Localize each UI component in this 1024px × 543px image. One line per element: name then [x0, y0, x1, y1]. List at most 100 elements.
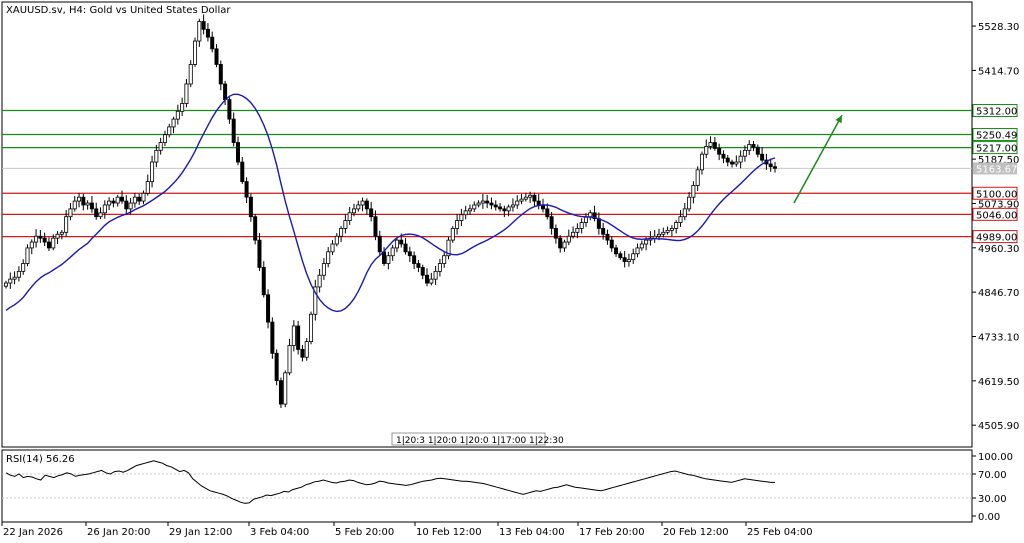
current-price-box: [973, 162, 1017, 175]
candle-body: [145, 181, 150, 194]
candle-body: [94, 208, 99, 218]
candle-body: [309, 313, 314, 343]
x-tick-label: 13 Feb 04:00: [499, 527, 565, 538]
trend-arrow-shaft: [793, 114, 843, 204]
x-tick-label: 3 Feb 04:00: [250, 527, 309, 538]
candle-body: [4, 282, 9, 287]
candle-body: [433, 270, 438, 280]
candle-body: [609, 239, 614, 249]
candle-body: [175, 110, 180, 120]
y-tick-label: 4733.10: [978, 332, 1019, 343]
candle-body: [467, 208, 472, 212]
candle-body: [768, 163, 773, 168]
candle-body: [34, 235, 39, 243]
candle-body: [446, 239, 451, 257]
level-label-box: [972, 141, 1018, 155]
candle-body: [545, 208, 550, 218]
candle-body: [137, 196, 142, 202]
candle-body: [386, 255, 391, 264]
x-tick-label: 22 Jan 2026: [3, 527, 63, 538]
candle-body: [579, 222, 584, 229]
candle-body: [562, 241, 567, 249]
candle-body: [300, 349, 305, 358]
candle-body: [369, 208, 374, 218]
candle-body: [8, 278, 13, 284]
moving-average-line: [5, 93, 776, 313]
x-tick-label: 29 Jan 12:00: [169, 527, 232, 538]
candle-body: [278, 380, 283, 405]
x-tick-label: 20 Feb 12:00: [663, 527, 729, 538]
candle-body: [773, 166, 778, 169]
candle-body: [334, 235, 339, 245]
candle-body: [158, 142, 163, 151]
candle-body: [364, 200, 369, 210]
candle-body: [339, 228, 344, 237]
level-label: 4989.00: [976, 233, 1017, 244]
candle-body: [420, 267, 425, 276]
rsi-tick-label: 0.00: [978, 512, 1000, 523]
candle-body: [601, 228, 606, 235]
y-tick-label: 4960.30: [978, 244, 1019, 255]
candle-body: [717, 147, 722, 155]
candle-body: [235, 142, 240, 163]
candle-body: [304, 341, 309, 358]
x-tick-label: 26 Jan 20:00: [87, 527, 150, 538]
candle-body: [678, 216, 683, 223]
candle-body: [588, 212, 593, 218]
candle-body: [665, 229, 670, 233]
candle-body: [77, 196, 82, 202]
candle-body: [274, 352, 279, 382]
candle-body: [21, 263, 26, 272]
candle-body: [558, 237, 563, 249]
y-tick-label: 5528.30: [978, 22, 1019, 33]
candle-body: [64, 216, 69, 233]
candle-body: [631, 253, 636, 261]
candle-body: [162, 134, 167, 143]
candle-body: [442, 255, 447, 264]
candle-body: [261, 267, 266, 296]
candle-body: [231, 118, 236, 143]
candle-body: [407, 251, 412, 257]
level-label-box: [972, 207, 1018, 221]
candle-body: [201, 21, 206, 30]
candle-body: [180, 103, 185, 112]
candle-body: [622, 257, 627, 262]
candle-body: [29, 241, 34, 249]
candle-body: [425, 274, 430, 284]
rsi-tick-label: 100.00: [978, 452, 1013, 463]
candle-body: [699, 153, 704, 171]
candle-body: [708, 142, 713, 147]
candle-body: [98, 212, 103, 218]
candle-body: [618, 253, 623, 259]
candle-body: [321, 263, 326, 276]
candle-body: [111, 200, 116, 204]
candle-body: [128, 202, 133, 210]
candle-body: [498, 206, 503, 210]
candle-body: [437, 263, 442, 272]
candle-body: [373, 216, 378, 237]
candle-body: [605, 233, 610, 241]
candle-body: [657, 233, 662, 237]
candle-body: [115, 196, 120, 204]
candle-body: [412, 255, 417, 264]
candle-body: [193, 40, 198, 65]
candles-group: [4, 14, 778, 408]
candle-body: [72, 200, 77, 210]
candle-body: [184, 83, 189, 104]
candle-body: [755, 146, 760, 155]
candle-body: [635, 247, 640, 255]
candle-body: [25, 247, 30, 264]
main-plot-frame: [1, 1, 973, 448]
y-tick-label: 4619.50: [978, 377, 1019, 388]
candle-body: [150, 161, 155, 182]
y-tick-label: 5073.90: [978, 199, 1019, 210]
candle-body: [528, 194, 533, 198]
candle-body: [455, 220, 460, 229]
candle-body: [532, 194, 537, 202]
candle-body: [480, 200, 485, 204]
candle-body: [691, 185, 696, 198]
candle-body: [712, 142, 717, 149]
candle-body: [429, 278, 434, 284]
